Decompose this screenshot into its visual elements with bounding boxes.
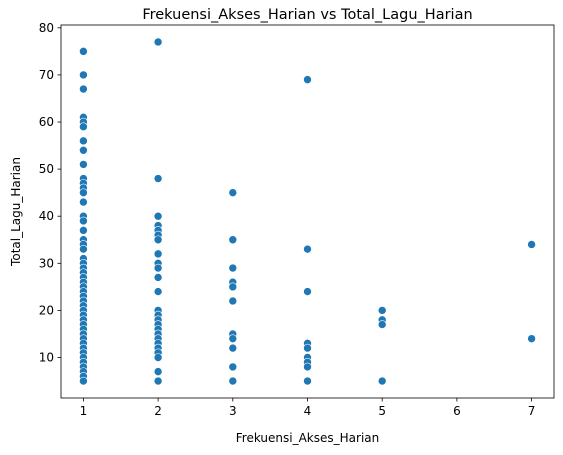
data-point — [303, 376, 312, 386]
data-point — [153, 367, 163, 376]
data-point — [153, 263, 163, 273]
x-tick-label: 4 — [304, 404, 312, 418]
data-point — [228, 296, 238, 306]
data-point — [79, 70, 88, 80]
data-point — [303, 343, 312, 353]
data-point — [153, 211, 163, 221]
y-tick-label: 40 — [39, 209, 54, 223]
data-point — [303, 287, 312, 296]
data-point — [153, 174, 163, 183]
data-point — [228, 343, 238, 353]
data-point — [527, 334, 536, 343]
data-point — [79, 84, 88, 94]
data-point — [228, 362, 238, 372]
data-point — [303, 244, 312, 254]
y-tick-label: 20 — [39, 303, 54, 317]
data-point — [79, 197, 88, 207]
data-point — [79, 47, 88, 56]
y-tick-label: 30 — [39, 256, 54, 270]
data-point — [153, 287, 163, 296]
y-tick-label: 60 — [39, 115, 54, 129]
data-point — [228, 235, 238, 245]
data-point — [377, 320, 387, 329]
x-tick-label: 6 — [453, 404, 461, 418]
x-tick-label: 1 — [80, 404, 88, 418]
chart-title: Frekuensi_Akses_Harian vs Total_Lagu_Har… — [142, 7, 472, 23]
data-point — [153, 249, 163, 259]
y-axis-ticks: 10 20 30 40 50 60 70 80 — [39, 21, 61, 364]
data-point — [303, 75, 312, 84]
data-point — [228, 282, 238, 292]
data-point — [153, 376, 163, 386]
data-point — [303, 362, 312, 372]
data-point — [228, 334, 238, 343]
data-point — [153, 37, 163, 47]
data-point — [79, 188, 88, 197]
data-point — [79, 122, 88, 132]
y-tick-label: 80 — [39, 21, 54, 35]
data-point — [228, 188, 238, 197]
data-point — [153, 235, 163, 245]
data-point — [79, 216, 88, 226]
data-point — [79, 160, 88, 169]
points-layer — [79, 37, 536, 386]
y-tick-label: 50 — [39, 162, 54, 176]
y-tick-label: 70 — [39, 68, 54, 82]
data-point — [527, 240, 536, 249]
data-point — [153, 353, 163, 362]
x-axis-ticks: 1 2 3 4 5 6 7 — [80, 398, 536, 418]
data-point — [377, 376, 387, 386]
x-axis-label: Frekuensi_Akses_Harian — [236, 431, 380, 445]
data-point — [79, 226, 88, 235]
x-tick-label: 3 — [229, 404, 237, 418]
data-point — [79, 136, 88, 146]
y-tick-label: 10 — [39, 350, 54, 364]
data-point — [79, 145, 88, 155]
data-point — [79, 376, 88, 386]
data-point — [79, 244, 88, 254]
y-axis-label: Total_Lagu_Harian — [9, 157, 23, 267]
x-tick-label: 5 — [378, 404, 386, 418]
x-tick-label: 7 — [528, 404, 536, 418]
x-tick-label: 2 — [154, 404, 162, 418]
data-point — [228, 376, 238, 386]
data-point — [377, 306, 387, 315]
data-point — [228, 263, 238, 273]
data-point — [153, 273, 163, 282]
